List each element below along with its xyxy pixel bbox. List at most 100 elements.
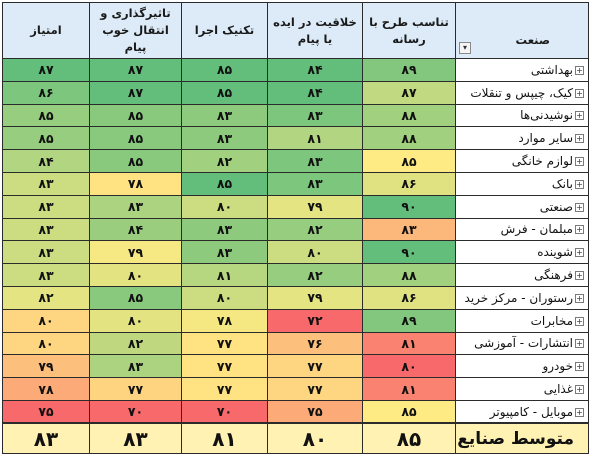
- technique-cell[interactable]: ۸۳: [181, 103, 268, 128]
- score-cell[interactable]: ۷۹: [2, 354, 90, 379]
- plus-box-icon[interactable]: +: [575, 362, 584, 372]
- plus-box-icon[interactable]: +: [575, 339, 584, 349]
- score-cell[interactable]: ۸۴: [2, 149, 90, 173]
- industry-cell[interactable]: +بهداشتی: [455, 58, 589, 82]
- creativity-cell[interactable]: ۸۳: [267, 149, 363, 173]
- technique-header[interactable]: تکنیک اجرا: [181, 2, 268, 59]
- industry-cell[interactable]: +نوشیدنی‌ها: [455, 103, 589, 128]
- score-cell[interactable]: ۸۵: [2, 126, 90, 151]
- industry-cell[interactable]: +مخابرات: [455, 308, 589, 333]
- plus-box-icon[interactable]: +: [575, 316, 584, 326]
- creativity-cell[interactable]: ۷۷: [267, 377, 363, 401]
- score-cell[interactable]: ۸۳: [2, 194, 90, 219]
- creativity-cell[interactable]: ۷۲: [267, 308, 363, 333]
- fit-header[interactable]: تناسب طرح با رسانه: [362, 2, 456, 59]
- plus-box-icon[interactable]: +: [575, 293, 584, 303]
- technique-cell[interactable]: ۷۷: [181, 377, 268, 401]
- technique-cell[interactable]: ۷۰: [181, 399, 268, 424]
- fit-cell[interactable]: ۸۹: [362, 58, 456, 82]
- impact-cell[interactable]: ۸۵: [89, 149, 182, 173]
- fit-cell[interactable]: ۸۸: [362, 263, 456, 287]
- plus-box-icon[interactable]: +: [575, 407, 584, 417]
- score-cell[interactable]: ۷۸: [2, 377, 90, 401]
- fit-cell[interactable]: ۸۰: [362, 354, 456, 379]
- score-header[interactable]: امتیاز: [2, 2, 90, 59]
- fit-cell[interactable]: ۸۵: [362, 149, 456, 173]
- score-cell[interactable]: ۸۳: [2, 217, 90, 242]
- technique-cell[interactable]: ۸۰: [181, 194, 268, 219]
- technique-cell[interactable]: ۸۲: [181, 149, 268, 173]
- technique-cell[interactable]: ۸۰: [181, 285, 268, 310]
- impact-header[interactable]: تاثیرگذاری و انتقال خوب پیام: [89, 2, 182, 59]
- creativity-header[interactable]: خلاقیت در ایده یا پیام: [267, 2, 363, 59]
- impact-cell[interactable]: ۸۵: [89, 126, 182, 151]
- average-label[interactable]: متوسط صنایع: [455, 422, 589, 454]
- fit-cell[interactable]: ۸۸: [362, 126, 456, 151]
- score-cell[interactable]: ۷۵: [2, 399, 90, 424]
- impact-cell[interactable]: ۷۷: [89, 377, 182, 401]
- score-cell[interactable]: ۸۳: [2, 240, 90, 265]
- fit-cell[interactable]: ۸۳: [362, 217, 456, 242]
- industry-cell[interactable]: +بانک: [455, 171, 589, 196]
- average-score[interactable]: ۸۳: [2, 422, 90, 454]
- average-technique[interactable]: ۸۱: [181, 422, 268, 454]
- creativity-cell[interactable]: ۷۹: [267, 285, 363, 310]
- impact-cell[interactable]: ۸۳: [89, 354, 182, 379]
- average-fit[interactable]: ۸۵: [362, 422, 456, 454]
- impact-cell[interactable]: ۷۸: [89, 171, 182, 196]
- industry-header[interactable]: صنعت ▾: [455, 2, 589, 59]
- creativity-cell[interactable]: ۸۴: [267, 58, 363, 82]
- impact-cell[interactable]: ۸۷: [89, 58, 182, 82]
- score-cell[interactable]: ۸۲: [2, 285, 90, 310]
- industry-cell[interactable]: +لوازم خانگی: [455, 149, 589, 173]
- technique-cell[interactable]: ۸۳: [181, 126, 268, 151]
- score-cell[interactable]: ۸۳: [2, 263, 90, 287]
- plus-box-icon[interactable]: +: [575, 65, 584, 75]
- impact-cell[interactable]: ۸۴: [89, 217, 182, 242]
- creativity-cell[interactable]: ۷۶: [267, 331, 363, 356]
- impact-cell[interactable]: ۸۰: [89, 308, 182, 333]
- fit-cell[interactable]: ۹۰: [362, 240, 456, 265]
- creativity-cell[interactable]: ۸۱: [267, 126, 363, 151]
- technique-cell[interactable]: ۸۵: [181, 58, 268, 82]
- impact-cell[interactable]: ۸۵: [89, 103, 182, 128]
- fit-cell[interactable]: ۸۸: [362, 103, 456, 128]
- technique-cell[interactable]: ۷۸: [181, 308, 268, 333]
- score-cell[interactable]: ۸۰: [2, 308, 90, 333]
- impact-cell[interactable]: ۸۰: [89, 263, 182, 287]
- score-cell[interactable]: ۸۰: [2, 331, 90, 356]
- average-creativity[interactable]: ۸۰: [267, 422, 363, 454]
- creativity-cell[interactable]: ۸۴: [267, 80, 363, 105]
- fit-cell[interactable]: ۸۶: [362, 285, 456, 310]
- industry-cell[interactable]: +شوینده: [455, 240, 589, 265]
- impact-cell[interactable]: ۷۹: [89, 240, 182, 265]
- impact-cell[interactable]: ۷۰: [89, 399, 182, 424]
- fit-cell[interactable]: ۸۷: [362, 80, 456, 105]
- creativity-cell[interactable]: ۸۲: [267, 217, 363, 242]
- technique-cell[interactable]: ۸۱: [181, 263, 268, 287]
- plus-box-icon[interactable]: +: [575, 271, 584, 281]
- creativity-cell[interactable]: ۸۳: [267, 171, 363, 196]
- impact-cell[interactable]: ۸۵: [89, 285, 182, 310]
- score-cell[interactable]: ۸۳: [2, 171, 90, 196]
- creativity-cell[interactable]: ۷۵: [267, 399, 363, 424]
- technique-cell[interactable]: ۸۳: [181, 240, 268, 265]
- industry-cell[interactable]: +رستوران - مرکز خرید: [455, 285, 589, 310]
- fit-cell[interactable]: ۹۰: [362, 194, 456, 219]
- fit-cell[interactable]: ۸۵: [362, 399, 456, 424]
- technique-cell[interactable]: ۸۵: [181, 171, 268, 196]
- impact-cell[interactable]: ۸۷: [89, 80, 182, 105]
- plus-box-icon[interactable]: +: [575, 134, 584, 144]
- industry-cell[interactable]: +غذایی: [455, 377, 589, 401]
- plus-box-icon[interactable]: +: [575, 202, 584, 212]
- fit-cell[interactable]: ۸۹: [362, 308, 456, 333]
- creativity-cell[interactable]: ۷۹: [267, 194, 363, 219]
- technique-cell[interactable]: ۷۷: [181, 354, 268, 379]
- plus-box-icon[interactable]: +: [575, 157, 584, 167]
- creativity-cell[interactable]: ۷۷: [267, 354, 363, 379]
- plus-box-icon[interactable]: +: [575, 248, 584, 258]
- creativity-cell[interactable]: ۸۰: [267, 240, 363, 265]
- filter-dropdown-icon[interactable]: ▾: [459, 42, 471, 54]
- industry-cell[interactable]: +کیک، چیپس و تنقلات: [455, 80, 589, 105]
- industry-cell[interactable]: +خودرو: [455, 354, 589, 379]
